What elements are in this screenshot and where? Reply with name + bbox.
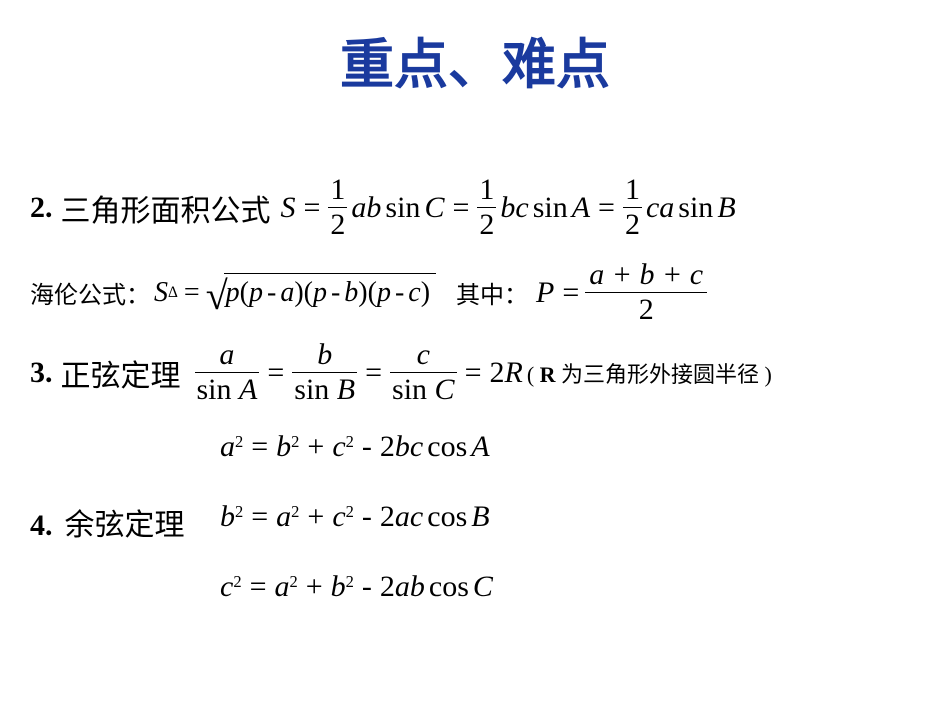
- half-3: 1 2: [623, 175, 642, 240]
- area-formula: S = 1 2 ab sin C = 1 2 bc sin A = 1 2 ca…: [281, 175, 736, 240]
- section-3-label: 正弦定理: [61, 351, 181, 395]
- section-4-label: 余弦定理: [65, 509, 185, 542]
- section-3: 3. 正弦定理 a sin A = b sin B = c sin C = 2R…: [30, 340, 950, 405]
- half-1: 1 2: [328, 175, 347, 240]
- slide: 重点、难点 2. 三角形面积公式 S = 1 2 ab sin C = 1 2 …: [0, 0, 950, 713]
- sqrt: √ p ( p - a ) ( p - b ) ( p - c: [206, 273, 436, 312]
- section-4: 4. 余弦定理: [30, 500, 185, 544]
- page-title: 重点、难点: [0, 20, 950, 99]
- section-2-label: 三角形面积公式: [61, 186, 271, 230]
- half-2: 1 2: [477, 175, 496, 240]
- section-3-num: 3.: [30, 356, 53, 390]
- section-2-num: 2.: [30, 191, 53, 225]
- cosine-line-1: a2 = b2 + c2 - 2bc cos A: [220, 430, 950, 464]
- heron-where: 其中：: [456, 275, 528, 310]
- heron-formula: SΔ = √ p ( p - a ) ( p - b ) ( p: [154, 273, 436, 312]
- cosine-line-2: b2 = a2 + c2 - 2ac cos B: [220, 500, 950, 534]
- heron-p-def: P = a + b + c 2: [536, 260, 705, 325]
- heron-label: 海伦公式：: [30, 275, 150, 310]
- sine-rule: a sin A = b sin B = c sin C = 2R: [195, 340, 523, 405]
- section-4-num: 4.: [30, 509, 53, 542]
- heron-row: 海伦公式： SΔ = √ p ( p - a ) ( p - b ) (: [30, 260, 950, 325]
- sine-rule-note: ( R 为三角形外接圆半径 ): [527, 357, 772, 389]
- cosine-line-3: c2 = a2 + b2 - 2ab cos C: [220, 570, 950, 604]
- section-2: 2. 三角形面积公式 S = 1 2 ab sin C = 1 2 bc sin…: [30, 175, 950, 240]
